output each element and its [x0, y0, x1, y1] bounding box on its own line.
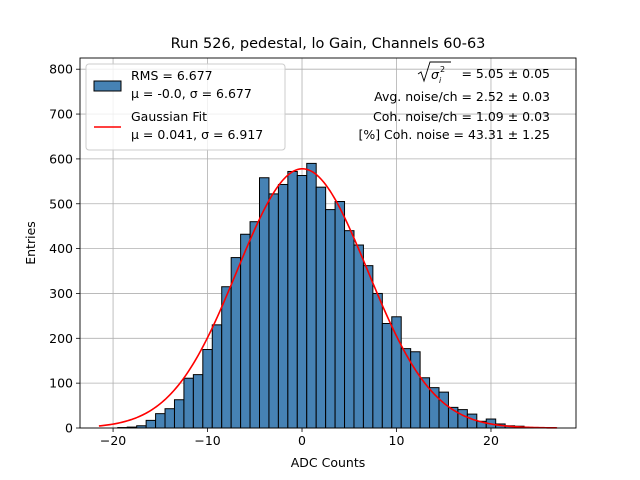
y-tick-label: 800 — [49, 62, 73, 77]
svg-text:i: i — [439, 76, 442, 85]
x-tick-label: 10 — [389, 433, 405, 448]
legend-bar-swatch — [93, 80, 122, 92]
chart-title: Run 526, pedestal, lo Gain, Channels 60-… — [171, 36, 486, 52]
histogram-bar — [164, 408, 175, 429]
legend-entry-1-line-2: μ = -0.0, σ = 6.677 — [131, 86, 252, 101]
y-tick-label: 300 — [49, 286, 73, 301]
y-tick-label: 100 — [49, 376, 73, 391]
histogram-bar — [192, 374, 204, 429]
histogram-bar — [438, 391, 449, 429]
histogram-bar — [353, 244, 364, 429]
histogram-bar — [173, 399, 185, 429]
histogram-bar — [240, 233, 251, 429]
y-tick-label: 400 — [49, 241, 73, 256]
histogram-bar — [315, 186, 327, 429]
x-tick-label: 20 — [483, 433, 499, 448]
histogram-bars — [117, 162, 534, 429]
histogram-bar — [296, 175, 308, 429]
x-tick-label: 0 — [298, 433, 306, 448]
legend-entry-2-line-1: Gaussian Fit — [131, 109, 207, 124]
legend-entry-1-line-1: RMS = 6.677 — [131, 68, 213, 83]
plot-frame — [79, 57, 577, 429]
sqrt-sigma-symbol: σ i 2 — [417, 61, 451, 85]
legend-frame — [85, 63, 286, 151]
x-axis-label: ADC Counts — [291, 455, 366, 470]
histogram-bar — [381, 323, 393, 429]
histogram-bar — [268, 193, 279, 429]
histogram-bar — [334, 201, 346, 429]
svg-text:σ: σ — [431, 67, 440, 82]
noise-annotations: σ i 2 = 5.05 ± 0.05 Avg. noise/ch = 2.52… — [358, 61, 550, 142]
y-tick-label: 500 — [49, 196, 73, 211]
legend-entry-2-line-2: μ = 0.041, σ = 6.917 — [131, 127, 263, 142]
histogram-bar — [155, 413, 166, 429]
annotation-coh-noise: Coh. noise/ch = 1.09 ± 0.03 — [373, 109, 550, 124]
legend: RMS = 6.677 μ = -0.0, σ = 6.677 Gaussian… — [85, 63, 286, 151]
x-tick-label: −20 — [100, 433, 126, 448]
histogram-bar — [419, 377, 431, 429]
svg-text:2: 2 — [440, 65, 445, 74]
histogram-bar — [277, 183, 289, 429]
y-tick-label: 0 — [65, 421, 73, 436]
histogram-bar — [325, 209, 336, 429]
histogram-bar — [287, 170, 298, 429]
y-axis-ticks: 0 100 200 300 400 500 600 700 800 — [49, 62, 80, 436]
histogram-bar — [202, 349, 213, 429]
histogram-bar — [249, 221, 261, 429]
histogram-bar — [391, 316, 402, 429]
histogram-bar — [306, 162, 317, 429]
histogram-bar — [457, 409, 468, 429]
histogram-bar — [145, 419, 157, 429]
y-axis-label: Entries — [23, 221, 38, 265]
histogram-bar — [183, 377, 194, 429]
histogram-bar — [344, 230, 355, 429]
histogram-bar — [362, 265, 374, 429]
histogram-bar — [221, 286, 232, 429]
x-tick-label: −10 — [194, 433, 220, 448]
histogram-bar — [372, 292, 383, 429]
gaussian-fit-curve — [98, 167, 558, 429]
annotation-sqrt-sigma: = 5.05 ± 0.05 — [461, 66, 550, 81]
annotation-avg-noise: Avg. noise/ch = 2.52 ± 0.03 — [374, 89, 550, 104]
y-tick-label: 700 — [49, 107, 73, 122]
y-tick-label: 600 — [49, 151, 73, 166]
annotation-pct-coh-noise: [%] Coh. noise = 43.31 ± 1.25 — [358, 127, 550, 142]
histogram-bar — [466, 413, 478, 429]
y-tick-label: 200 — [49, 331, 73, 346]
histogram-bar — [211, 324, 223, 429]
x-axis-ticks: −20 −10 0 10 20 — [100, 428, 499, 448]
